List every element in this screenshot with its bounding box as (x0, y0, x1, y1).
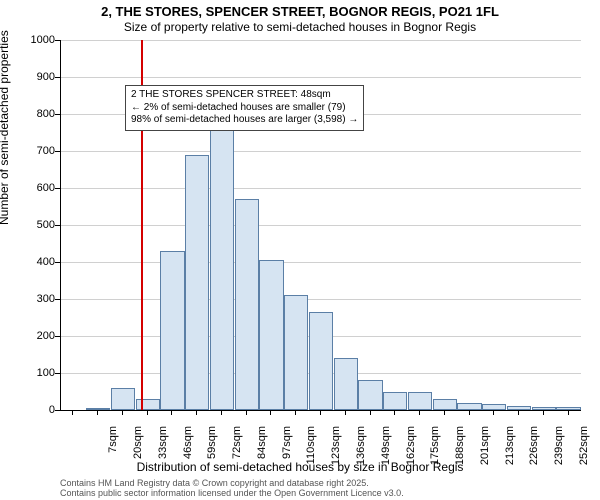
annotation-box: 2 THE STORES SPENCER STREET: 48sqm ← 2% … (125, 85, 364, 131)
annotation-line: 2 THE STORES SPENCER STREET: 48sqm (131, 89, 358, 102)
x-tick-label: 149sqm (380, 426, 392, 470)
histogram-bar (111, 388, 135, 410)
x-tick-label: 59sqm (206, 426, 218, 470)
x-tick-label: 84sqm (256, 426, 268, 470)
x-tick-mark (444, 410, 445, 415)
plot-area: 2 THE STORES SPENCER STREET: 48sqm ← 2% … (60, 40, 581, 411)
x-tick-mark (345, 410, 346, 415)
y-tick-mark (55, 410, 60, 411)
y-tick-mark (55, 373, 60, 374)
histogram-bar (309, 312, 333, 410)
gridline (61, 151, 581, 152)
x-tick-mark (295, 410, 296, 415)
x-tick-mark (196, 410, 197, 415)
x-tick-label: 46sqm (182, 426, 194, 470)
y-tick-mark (55, 262, 60, 263)
chart-container: 2, THE STORES, SPENCER STREET, BOGNOR RE… (0, 0, 600, 500)
gridline (61, 40, 581, 41)
x-tick-label: 7sqm (107, 426, 119, 470)
histogram-bar (383, 392, 407, 411)
x-tick-label: 213sqm (504, 426, 516, 470)
x-tick-mark (493, 410, 494, 415)
histogram-bar (235, 199, 259, 410)
y-tick-mark (55, 77, 60, 78)
y-tick-label: 100 (0, 367, 55, 379)
x-tick-label: 33sqm (157, 426, 169, 470)
x-tick-label: 162sqm (405, 426, 417, 470)
footer-line: Contains HM Land Registry data © Crown c… (60, 478, 404, 488)
y-tick-label: 0 (0, 404, 55, 416)
histogram-bar (532, 407, 556, 410)
x-tick-label: 188sqm (454, 426, 466, 470)
x-tick-mark (122, 410, 123, 415)
y-tick-label: 300 (0, 293, 55, 305)
histogram-bar (358, 380, 382, 410)
x-tick-label: 226sqm (528, 426, 540, 470)
x-tick-label: 123sqm (330, 426, 342, 470)
x-tick-label: 20sqm (132, 426, 144, 470)
gridline (61, 188, 581, 189)
x-tick-mark (246, 410, 247, 415)
y-tick-mark (55, 188, 60, 189)
gridline (61, 77, 581, 78)
y-axis-label: Number of semi-detached properties (0, 30, 11, 225)
y-tick-mark (55, 114, 60, 115)
x-tick-label: 239sqm (553, 426, 565, 470)
y-tick-mark (55, 299, 60, 300)
x-tick-mark (370, 410, 371, 415)
x-tick-label: 136sqm (355, 426, 367, 470)
histogram-bar (433, 399, 457, 410)
x-tick-mark (320, 410, 321, 415)
y-tick-label: 800 (0, 108, 55, 120)
annotation-line: 98% of semi-detached houses are larger (… (131, 114, 358, 127)
x-tick-mark (394, 410, 395, 415)
y-tick-mark (55, 225, 60, 226)
histogram-bar (136, 399, 160, 410)
gridline (61, 225, 581, 226)
x-tick-mark (568, 410, 569, 415)
chart-title: 2, THE STORES, SPENCER STREET, BOGNOR RE… (0, 4, 600, 19)
y-tick-label: 700 (0, 145, 55, 157)
x-tick-label: 201sqm (479, 426, 491, 470)
histogram-bar (408, 392, 432, 411)
y-tick-label: 1000 (0, 34, 55, 46)
x-tick-mark (72, 410, 73, 415)
y-tick-label: 200 (0, 330, 55, 342)
x-tick-mark (147, 410, 148, 415)
x-tick-mark (518, 410, 519, 415)
x-tick-label: 175sqm (429, 426, 441, 470)
x-tick-mark (419, 410, 420, 415)
x-tick-label: 72sqm (231, 426, 243, 470)
footer-attribution: Contains HM Land Registry data © Crown c… (60, 478, 404, 499)
annotation-line: ← 2% of semi-detached houses are smaller… (131, 102, 358, 115)
histogram-bar (185, 155, 209, 410)
chart-subtitle: Size of property relative to semi-detach… (0, 20, 600, 34)
y-tick-mark (55, 336, 60, 337)
gridline (61, 262, 581, 263)
histogram-bar (160, 251, 184, 410)
histogram-bar (334, 358, 358, 410)
x-tick-label: 252sqm (578, 426, 590, 470)
x-tick-label: 97sqm (281, 426, 293, 470)
y-tick-label: 500 (0, 219, 55, 231)
x-tick-mark (543, 410, 544, 415)
histogram-bar (284, 295, 308, 410)
y-tick-label: 600 (0, 182, 55, 194)
x-tick-label: 110sqm (305, 426, 317, 470)
y-tick-label: 400 (0, 256, 55, 268)
y-tick-label: 900 (0, 71, 55, 83)
x-tick-mark (469, 410, 470, 415)
footer-line: Contains public sector information licen… (60, 488, 404, 498)
x-tick-mark (270, 410, 271, 415)
histogram-bar (259, 260, 283, 410)
y-tick-mark (55, 40, 60, 41)
histogram-bar (556, 407, 580, 410)
x-tick-mark (97, 410, 98, 415)
x-tick-mark (171, 410, 172, 415)
histogram-bar (210, 110, 234, 410)
histogram-bar (457, 403, 481, 410)
gridline (61, 299, 581, 300)
y-tick-mark (55, 151, 60, 152)
x-tick-mark (221, 410, 222, 415)
